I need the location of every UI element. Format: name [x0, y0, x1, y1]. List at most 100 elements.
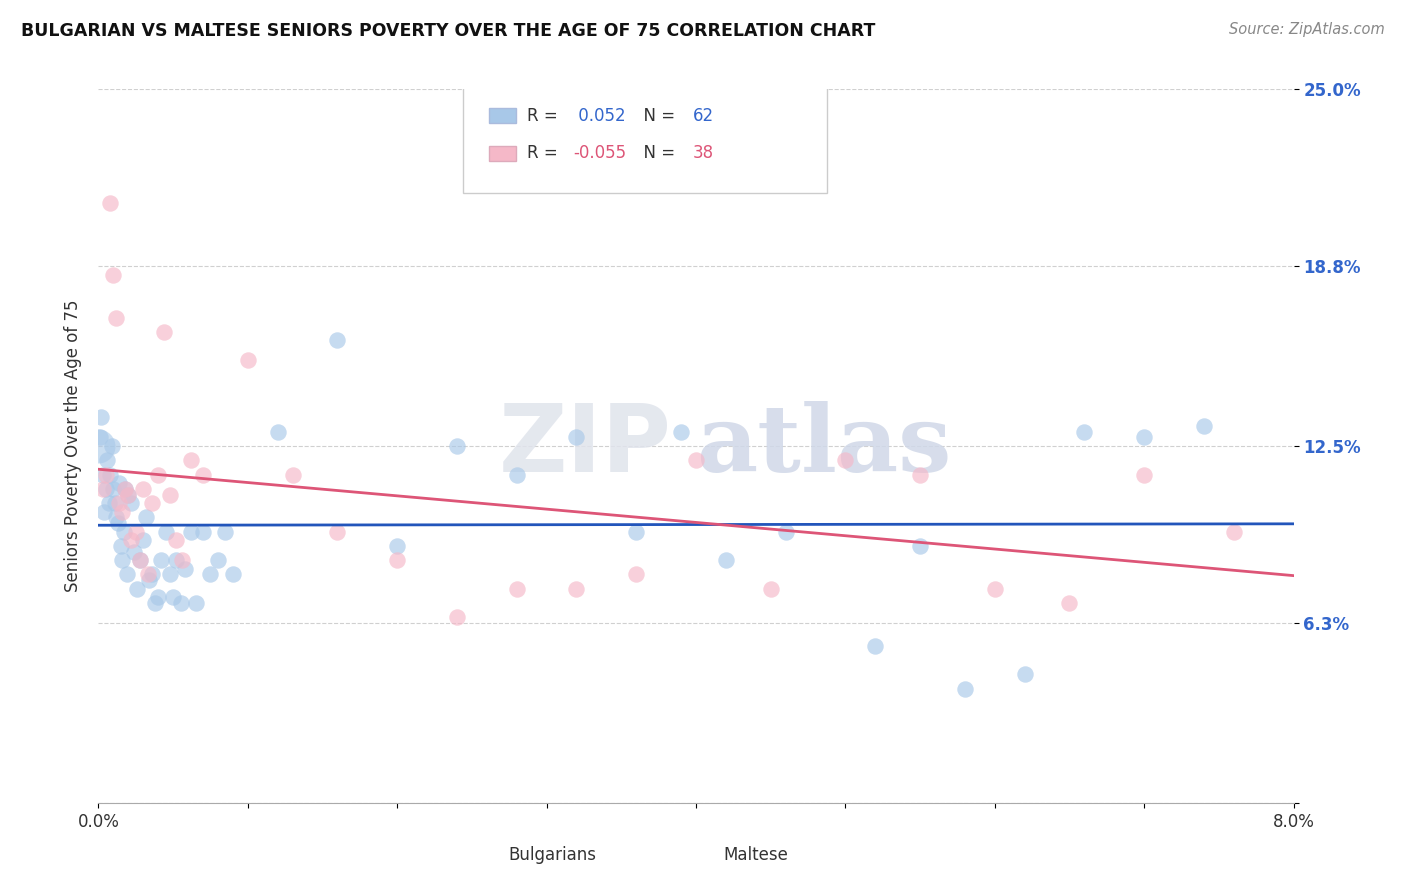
Text: atlas: atlas [696, 401, 952, 491]
Point [117, 487, 139, 501]
Point [103, 482, 125, 496]
Text: 38: 38 [692, 145, 713, 162]
Point [169, 596, 191, 610]
Point [98, 467, 122, 482]
Point [111, 553, 134, 567]
Point [159, 487, 181, 501]
Point [141, 567, 163, 582]
Point [214, 524, 236, 539]
Point [685, 453, 707, 467]
Point [1133, 467, 1156, 482]
Text: R =: R = [527, 107, 564, 125]
Point [129, 553, 152, 567]
Point [132, 482, 155, 496]
Point [565, 582, 588, 596]
Point [385, 539, 409, 553]
Text: 0.052: 0.052 [572, 107, 626, 125]
Point [114, 482, 136, 496]
Text: 62: 62 [692, 107, 713, 125]
Point [267, 425, 290, 439]
Point [953, 681, 976, 696]
Point [1192, 419, 1215, 434]
Point [775, 524, 797, 539]
Point [207, 553, 229, 567]
Point [90, 410, 112, 425]
Point [908, 539, 931, 553]
Point [94, 482, 117, 496]
Text: -0.055: -0.055 [572, 145, 626, 162]
Point [97, 496, 120, 510]
Point [112, 524, 135, 539]
Point [165, 553, 187, 567]
FancyBboxPatch shape [463, 846, 494, 863]
Point [150, 553, 173, 567]
Point [222, 567, 245, 582]
Point [108, 476, 131, 491]
Point [96, 453, 118, 467]
Y-axis label: Seniors Poverty Over the Age of 75: Seniors Poverty Over the Age of 75 [63, 300, 82, 592]
Point [446, 439, 468, 453]
Point [626, 567, 648, 582]
Point [91, 467, 114, 482]
Point [714, 553, 737, 567]
Point [506, 467, 529, 482]
Point [107, 516, 129, 530]
Point [127, 582, 149, 596]
Text: Maltese: Maltese [723, 846, 789, 863]
Point [1223, 524, 1246, 539]
Point [984, 582, 1007, 596]
Point [114, 482, 136, 496]
FancyBboxPatch shape [463, 86, 827, 193]
Point [87, 439, 110, 453]
Point [89, 430, 111, 444]
Point [626, 524, 648, 539]
Point [148, 591, 170, 605]
Point [191, 467, 214, 482]
Point [101, 439, 124, 453]
Point [172, 553, 194, 567]
Point [124, 544, 146, 558]
Point [91, 482, 114, 496]
Text: N =: N = [633, 145, 681, 162]
Point [135, 510, 157, 524]
Point [1073, 425, 1095, 439]
Point [111, 505, 134, 519]
Point [865, 639, 887, 653]
FancyBboxPatch shape [685, 846, 714, 863]
Point [115, 567, 138, 582]
Point [1059, 596, 1081, 610]
Text: ZIP: ZIP [499, 400, 672, 492]
Point [191, 524, 214, 539]
Point [174, 562, 197, 576]
Point [200, 567, 222, 582]
Point [180, 453, 202, 467]
Text: Source: ZipAtlas.com: Source: ZipAtlas.com [1229, 22, 1385, 37]
Text: BULGARIAN VS MALTESE SENIORS POVERTY OVER THE AGE OF 75 CORRELATION CHART: BULGARIAN VS MALTESE SENIORS POVERTY OVE… [21, 22, 876, 40]
Point [125, 524, 148, 539]
Point [446, 610, 468, 624]
Point [669, 425, 692, 439]
Point [326, 334, 349, 348]
Point [165, 533, 187, 548]
Point [184, 596, 207, 610]
Point [565, 430, 588, 444]
Point [93, 505, 115, 519]
Point [148, 467, 170, 482]
Point [155, 524, 177, 539]
Point [120, 496, 142, 510]
Point [117, 487, 139, 501]
Point [141, 496, 163, 510]
Point [120, 533, 142, 548]
Text: Bulgarians: Bulgarians [509, 846, 596, 863]
Point [143, 596, 166, 610]
Point [759, 582, 782, 596]
Point [159, 567, 181, 582]
Point [138, 573, 160, 587]
Point [236, 353, 259, 368]
Point [153, 325, 176, 339]
Point [108, 496, 131, 510]
Point [105, 510, 128, 524]
Text: N =: N = [633, 107, 681, 125]
Point [1014, 667, 1036, 681]
Point [104, 496, 127, 510]
